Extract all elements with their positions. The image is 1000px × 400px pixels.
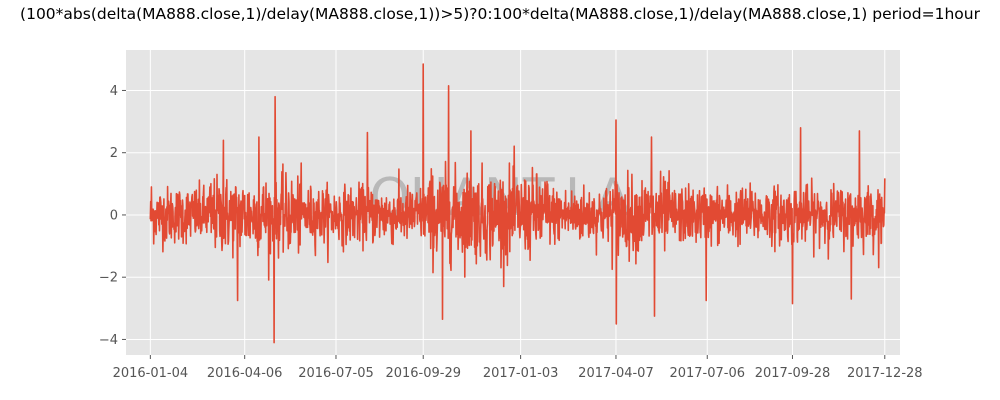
x-axis-ticks: 2016-01-04 2016-04-06 2016-07-05 2016-09-29…	[113, 355, 923, 381]
x-tick-label: 2017-09-28	[755, 366, 831, 381]
y-tick-label: 2	[110, 146, 118, 161]
x-tick-label: 2016-09-29	[385, 366, 461, 381]
y-axis-ticks: −4 −2 0 2 4	[99, 84, 126, 348]
y-tick-label: −2	[99, 271, 118, 286]
x-tick-label: 2017-01-03	[483, 366, 559, 381]
series-line	[149, 63, 886, 344]
x-tick-label: 2016-07-05	[298, 366, 374, 381]
x-tick-label: 2016-01-04	[113, 366, 189, 381]
y-tick-label: 4	[110, 84, 118, 99]
y-tick-label: −4	[99, 333, 118, 348]
x-tick-label: 2017-07-06	[669, 366, 745, 381]
y-tick-label: 0	[110, 208, 118, 223]
x-tick-label: 2017-12-28	[847, 366, 923, 381]
chart-title: (100*abs(delta(MA888.close,1)/delay(MA88…	[20, 5, 980, 23]
x-tick-label: 2017-04-07	[578, 366, 654, 381]
x-tick-label: 2016-04-06	[207, 366, 283, 381]
